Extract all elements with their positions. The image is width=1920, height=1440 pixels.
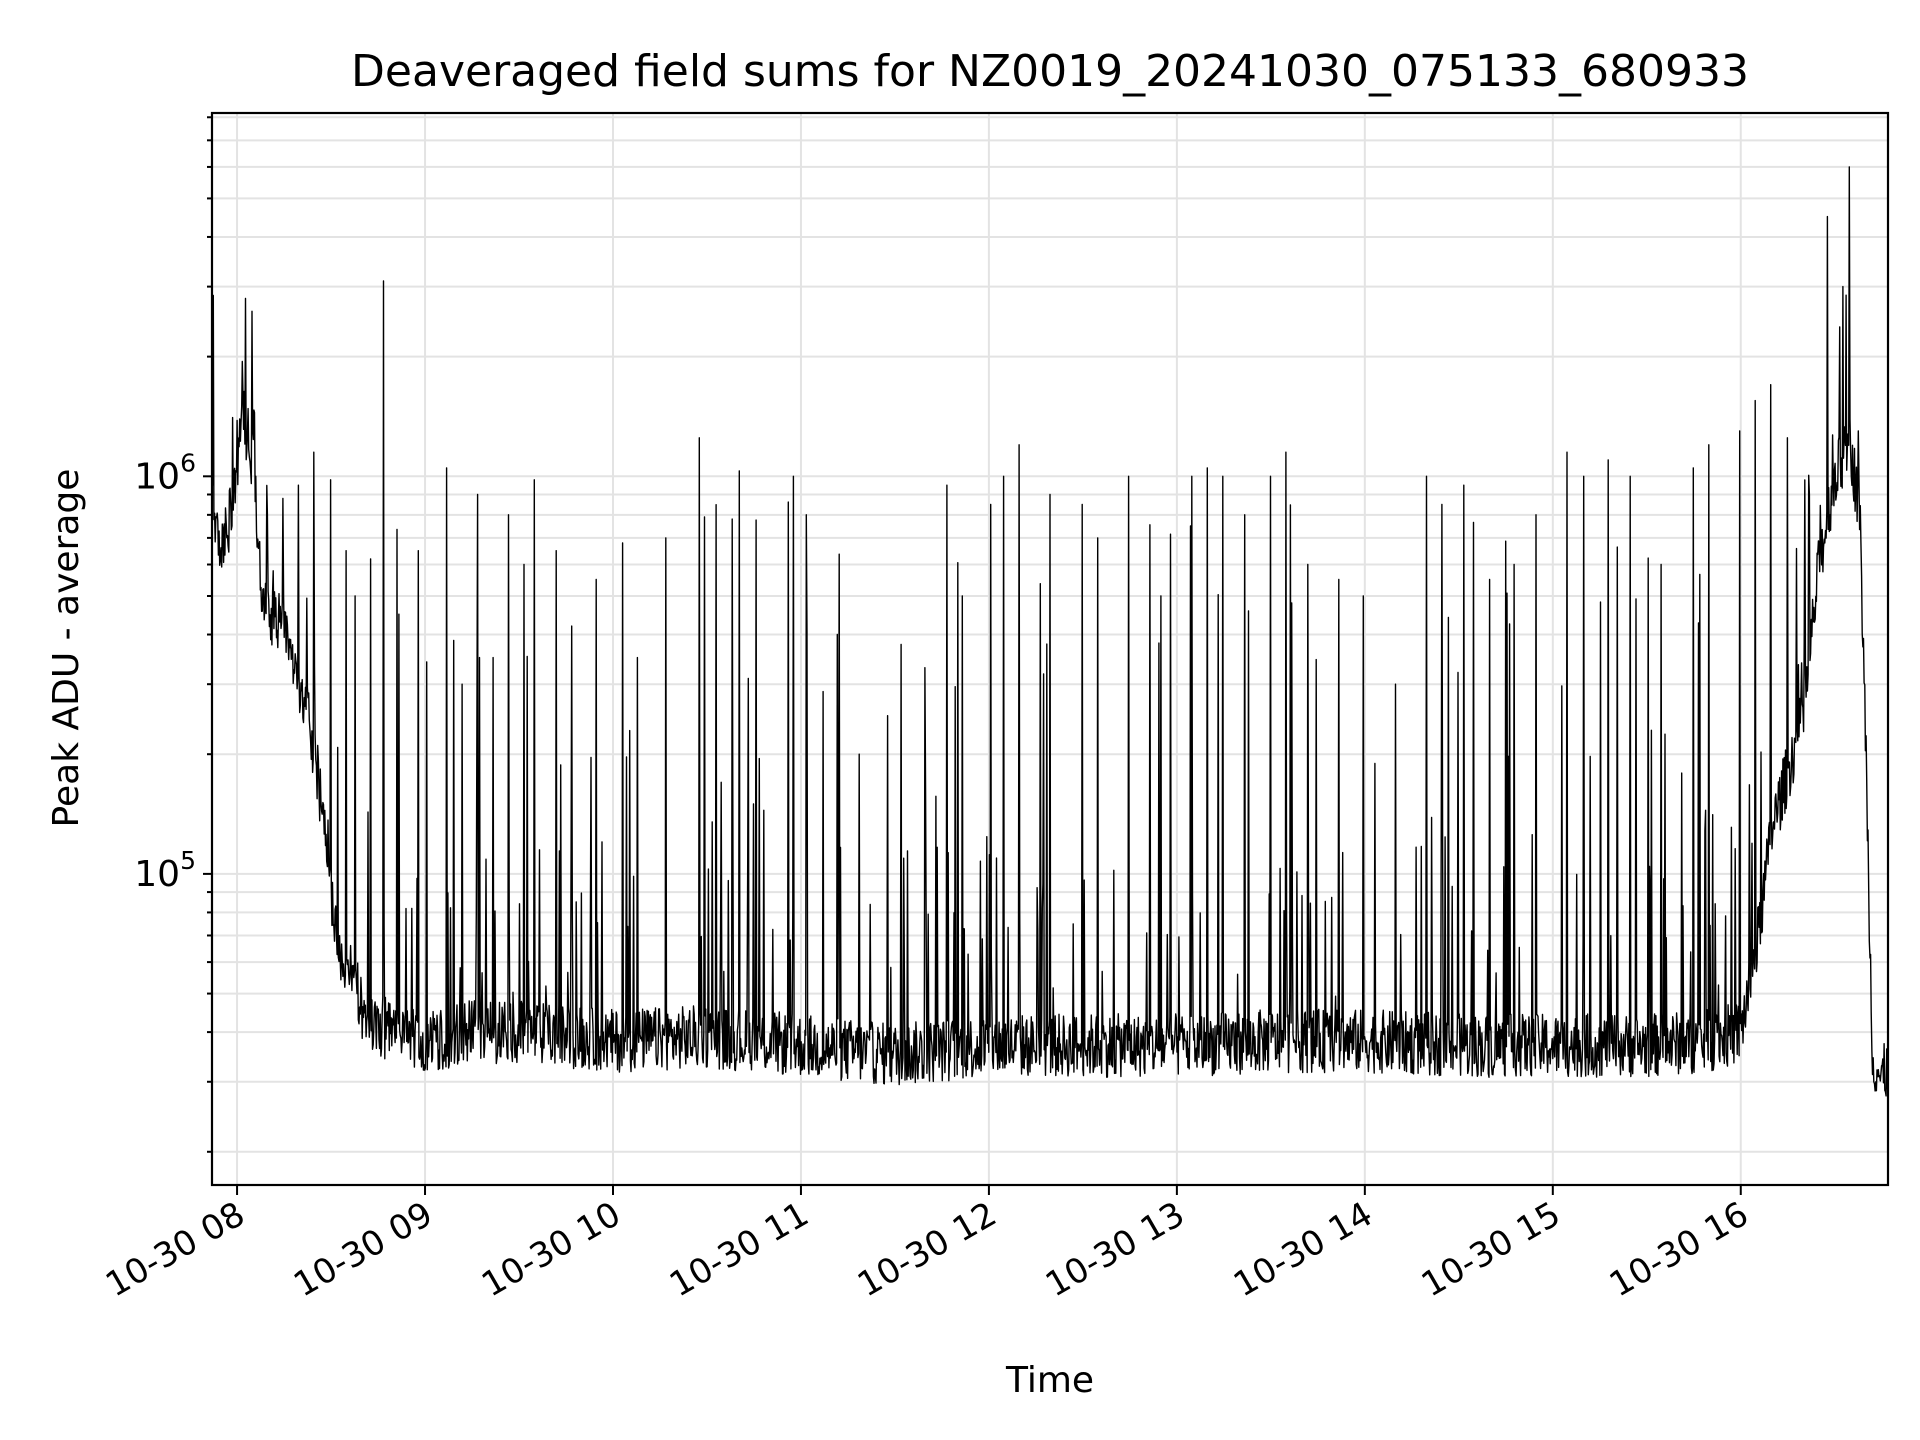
y-tick-label: 105	[134, 846, 196, 895]
y-axis-label: Peak ADU - average	[46, 469, 87, 828]
plot-frame	[210, 111, 1890, 1187]
series-layer	[211, 166, 1889, 1097]
y-tick-label: 106	[134, 448, 196, 497]
data-series-line	[211, 166, 1889, 1097]
x-axis-label: Time	[1005, 1360, 1094, 1401]
chart-title: Deaveraged field sums for NZ0019_2024103…	[351, 46, 1749, 97]
